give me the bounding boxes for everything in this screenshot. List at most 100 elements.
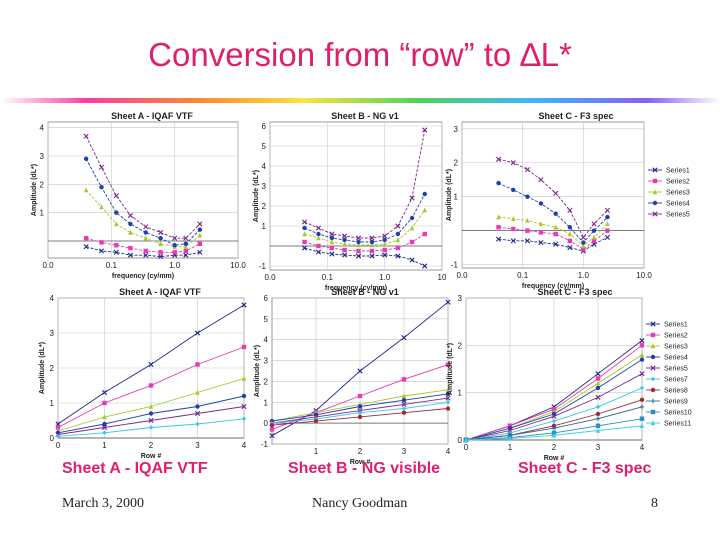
data-point [357,404,363,409]
x-tick-label: 0.1 [322,273,334,282]
data-point [507,435,513,441]
data-point [567,207,573,213]
data-point [382,233,388,239]
y-axis-label: Amplitude (dL*) [39,342,46,394]
data-point [143,224,149,230]
data-point [553,224,558,230]
data-point [329,231,335,237]
data-point [269,427,275,432]
data-point [158,235,163,241]
caption-sheet-c: Sheet C - F3 spec [518,460,652,477]
legend-marker [650,387,656,393]
data-point [195,404,200,409]
y-tick-label: 2 [50,364,55,373]
data-point [553,190,559,196]
legend-entry: Series4 [666,201,690,208]
data-point [342,237,347,243]
data-point [605,214,610,220]
x-axis-label: frequency (cy/mm) [522,283,584,290]
plot-area [269,121,443,271]
x-tick-label: 1.0 [169,261,181,270]
x-tick-label: 10.0 [636,271,652,280]
legend-entry: Series11 [664,421,691,428]
y-tick-label: 0 [50,434,55,443]
data-point [83,187,89,193]
data-point [553,241,559,247]
data-point [355,253,362,259]
data-point [409,225,415,231]
data-point [357,393,363,399]
data-point [102,430,107,435]
y-tick-label: -1 [259,262,267,271]
y-tick-label: 3 [40,152,45,161]
legend-entry: Series1 [664,322,688,329]
data-point [551,423,557,428]
legend-entry: Series2 [664,333,688,340]
legend-entry: Series2 [666,179,690,186]
data-point [148,361,154,368]
series-line-series5 [304,129,426,239]
data-point [241,302,247,308]
data-point [128,221,133,227]
data-point [83,156,89,162]
data-point [329,251,335,257]
data-point [102,400,107,406]
data-point [183,243,189,249]
legend-marker [650,332,656,338]
data-point [128,245,133,251]
chart-title: Sheet A - IQAF VTF [111,111,193,121]
data-point [369,253,375,259]
y-tick-label: 3 [458,294,463,303]
data-point [197,227,203,232]
y-tick-label: 2 [40,180,45,189]
data-point [195,421,200,427]
data-point [507,427,513,434]
data-point [301,245,308,251]
data-point [382,237,387,243]
y-tick-label: 1 [262,222,267,231]
data-point [127,212,133,219]
y-tick-label: 1 [40,209,45,218]
y-axis-label: Amplitude (dL*) [447,343,454,395]
series-line-series3 [498,216,608,247]
data-point [194,410,201,417]
x-tick-label: 4 [640,443,645,452]
series-line-series1 [304,247,425,267]
data-point [567,225,573,230]
rainbow-divider [0,98,720,103]
data-point [639,385,645,391]
x-tick-label: 4 [242,441,247,450]
data-point [595,380,601,386]
x-tick-label: 1 [508,443,513,452]
y-tick-label: 6 [264,294,269,303]
data-point [496,180,501,186]
y-tick-label: 6 [262,122,267,131]
data-point [511,216,516,221]
data-point [148,425,154,430]
data-point [445,406,451,411]
data-point [581,240,586,245]
data-point [55,425,61,430]
data-point [591,228,597,233]
data-point [511,226,516,232]
data-point [581,247,586,252]
data-point [445,395,451,401]
data-point [128,229,133,235]
data-point [342,252,348,258]
data-point [302,225,307,231]
y-tick-label: 4 [264,336,269,345]
legend-marker [650,398,656,404]
data-point [445,387,451,392]
data-point [639,357,645,362]
x-axis-label: Row # [141,453,162,460]
legend-entry: Series8 [664,388,688,395]
data-point [315,225,322,231]
data-point [143,248,148,254]
data-point [194,330,201,336]
chart-botA: 0 1 2 3 4 0 1 2 3 4 Sheet A - IQAF VTF Row # Amplitu… [39,287,247,460]
data-point [525,194,530,199]
data-point [357,368,363,374]
data-point [401,401,407,407]
legend-entry: Series3 [664,344,688,351]
data-point [197,241,203,247]
